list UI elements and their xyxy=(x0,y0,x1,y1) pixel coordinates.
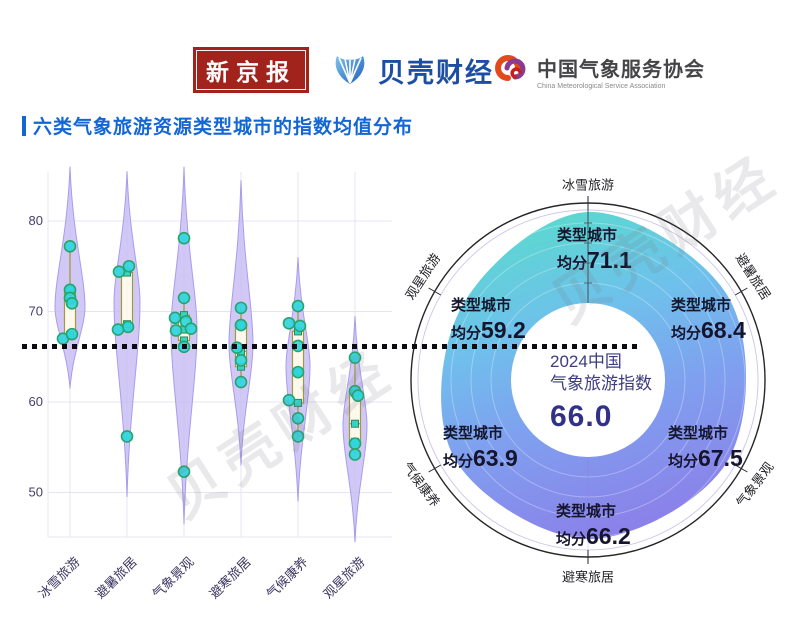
data-point xyxy=(291,365,305,379)
data-point xyxy=(234,354,248,367)
center-hole xyxy=(511,303,665,457)
box-plot xyxy=(120,271,134,329)
quartile-marker xyxy=(294,398,302,407)
cmsa-logo: 中国气象服务协会 China Meteorological Service As… xyxy=(487,47,705,96)
data-point xyxy=(120,430,134,443)
y-tick-label: 50 xyxy=(29,485,43,500)
data-point xyxy=(351,389,365,402)
data-point xyxy=(291,430,305,443)
beike-finance-logo: 贝壳财经 xyxy=(330,49,494,92)
cloud-swirl-icon xyxy=(487,47,531,96)
data-point xyxy=(122,259,136,273)
angle-tick xyxy=(734,464,748,473)
violin-plot: 80 70 60 50 xyxy=(29,166,392,543)
xinjingbao-logo: 新京报 xyxy=(193,47,309,93)
beike-logo-text: 贝壳财经 xyxy=(378,58,494,88)
data-point xyxy=(177,231,191,245)
data-point xyxy=(234,375,248,389)
data-point xyxy=(282,393,296,407)
data-point xyxy=(293,319,307,333)
angle-tick xyxy=(734,287,748,296)
data-point xyxy=(234,318,248,332)
data-point xyxy=(168,311,182,325)
y-tick-label: 60 xyxy=(29,394,43,409)
data-point xyxy=(111,323,125,336)
data-point xyxy=(177,465,191,478)
angle-tick xyxy=(428,287,442,296)
xinjingbao-logo-text: 新京报 xyxy=(196,50,306,90)
y-tick-label: 80 xyxy=(29,213,43,228)
violin-group xyxy=(282,257,311,502)
national-average-line xyxy=(22,344,638,349)
data-point xyxy=(112,265,126,278)
data-point xyxy=(65,297,79,310)
violin-shape xyxy=(113,171,141,498)
data-point xyxy=(63,240,77,253)
data-point xyxy=(234,301,248,315)
angle-tick xyxy=(428,464,442,473)
data-point xyxy=(184,322,198,335)
violin-group xyxy=(111,171,141,498)
data-point xyxy=(177,291,191,305)
page-title: 六类气象旅游资源类型城市的指数均值分布 xyxy=(33,117,414,138)
data-point xyxy=(65,327,79,341)
cmsa-logo-text-en: China Meteorological Service Association xyxy=(537,83,666,90)
chart-title-row: 六类气象旅游资源类型城市的指数均值分布 xyxy=(22,112,413,139)
cmsa-logo-text-cn: 中国气象服务协会 xyxy=(537,59,705,81)
data-point xyxy=(348,351,362,364)
data-point xyxy=(348,448,362,461)
data-point xyxy=(291,299,305,313)
data-point xyxy=(282,316,296,330)
violin-group xyxy=(54,166,86,389)
shell-icon xyxy=(330,49,370,92)
y-tick-label: 70 xyxy=(29,304,43,319)
radial-area-chart xyxy=(410,196,766,564)
title-accent-bar xyxy=(22,115,26,136)
violin-group xyxy=(342,316,368,543)
quartile-marker xyxy=(351,419,359,428)
data-point xyxy=(169,324,183,337)
data-point xyxy=(291,411,305,425)
data-point xyxy=(348,437,362,450)
violin-group xyxy=(228,180,254,466)
grid xyxy=(47,172,392,538)
